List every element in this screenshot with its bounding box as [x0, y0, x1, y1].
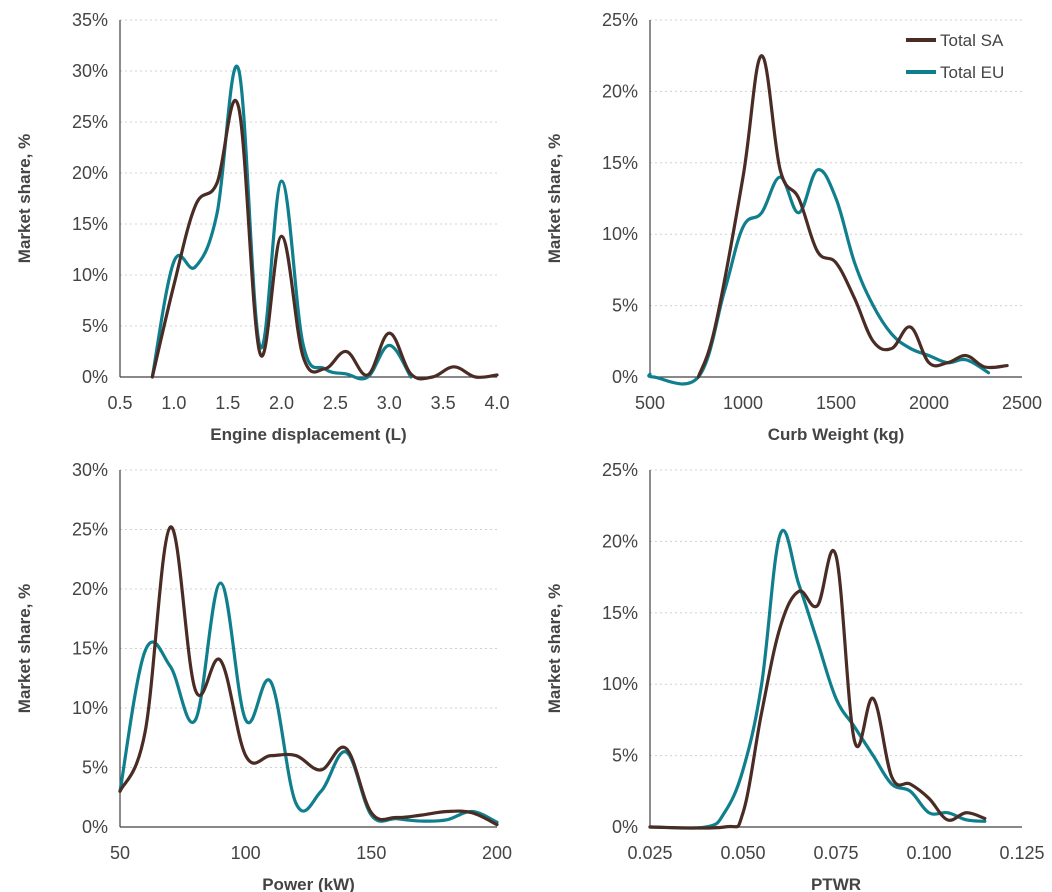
y-tick-label: 20% [72, 579, 108, 599]
y-tick-label: 25% [602, 10, 638, 30]
y-tick-label: 5% [612, 746, 638, 766]
x-tick-label: 2.0 [269, 393, 294, 413]
x-tick-label: 1500 [816, 393, 856, 413]
y-axis-title: Market share, % [545, 584, 564, 713]
series-line-eu [647, 168, 991, 386]
series-line-sa [696, 54, 1009, 379]
x-axis-title: Curb Weight (kg) [768, 425, 905, 444]
x-tick-label: 1.0 [161, 393, 186, 413]
x-tick-label: 2500 [1002, 393, 1042, 413]
x-tick-label: 2000 [909, 393, 949, 413]
y-tick-label: 5% [82, 316, 108, 336]
y-tick-label: 25% [602, 460, 638, 480]
series-line-sa [150, 98, 499, 381]
y-tick-label: 5% [82, 758, 108, 778]
y-axis-title: Market share, % [15, 134, 34, 263]
y-axis-title: Market share, % [15, 584, 34, 713]
y-tick-label: 20% [602, 531, 638, 551]
y-tick-label: 5% [612, 296, 638, 316]
series-line-sa [118, 525, 499, 827]
legend-label-eu: Total EU [940, 63, 1004, 82]
y-tick-label: 0% [82, 817, 108, 837]
y-tick-label: 10% [72, 265, 108, 285]
x-axis-title: Power (kW) [262, 875, 355, 892]
y-tick-label: 0% [82, 367, 108, 387]
x-axis-title: Engine displacement (L) [210, 425, 406, 444]
x-tick-label: 1000 [723, 393, 763, 413]
y-tick-label: 30% [72, 61, 108, 81]
x-tick-label: 1.5 [215, 393, 240, 413]
x-tick-label: 2.5 [323, 393, 348, 413]
x-tick-label: 0.050 [720, 843, 765, 863]
x-tick-label: 50 [110, 843, 130, 863]
x-tick-label: 0.100 [906, 843, 951, 863]
y-tick-label: 15% [602, 153, 638, 173]
y-tick-label: 20% [72, 163, 108, 183]
x-tick-label: 3.0 [377, 393, 402, 413]
y-tick-label: 25% [72, 112, 108, 132]
y-tick-label: 10% [602, 224, 638, 244]
x-tick-label: 100 [231, 843, 261, 863]
y-tick-label: 20% [602, 81, 638, 101]
y-tick-label: 35% [72, 10, 108, 30]
x-tick-label: 0.5 [107, 393, 132, 413]
legend-label-sa: Total SA [940, 31, 1004, 50]
y-tick-label: 15% [602, 603, 638, 623]
x-tick-label: 0.125 [999, 843, 1044, 863]
y-axis-title: Market share, % [545, 134, 564, 263]
x-tick-label: 500 [635, 393, 665, 413]
x-tick-label: 150 [356, 843, 386, 863]
series-line-eu [150, 64, 413, 381]
x-axis-title: PTWR [811, 875, 861, 892]
x-tick-label: 0.025 [627, 843, 672, 863]
legend: Total SA Total EU [906, 31, 1004, 82]
series-line-eu [648, 529, 987, 830]
y-tick-label: 25% [72, 520, 108, 540]
x-tick-label: 0.075 [813, 843, 858, 863]
chart-panel-2: 0% 5% 10% 15% 20% 25% 500 1000 1500 2000 2500 Curb … [545, 10, 1042, 444]
chart-panel-4: 0% 5% 10% 15% 20% 25% 0.025 0.050 0.075 0.100 0.12… [545, 460, 1045, 892]
y-tick-label: 15% [72, 214, 108, 234]
x-tick-label: 200 [482, 843, 512, 863]
y-tick-label: 15% [72, 639, 108, 659]
series-line-sa [648, 548, 987, 830]
x-tick-label: 4.0 [484, 393, 509, 413]
y-tick-label: 0% [612, 817, 638, 837]
chart-panel-3: 0% 5% 10% 15% 20% 25% 30% 50 100 150 200 Power (kW)… [15, 460, 512, 892]
y-tick-label: 10% [72, 698, 108, 718]
x-tick-label: 3.5 [431, 393, 456, 413]
chart-panel-1: 0% 5% 10% 15% 20% 25% 30% 35% 0.5 1.0 1.5 2.0 2.5 3.0… [15, 10, 510, 444]
y-tick-label: 30% [72, 460, 108, 480]
series-line-eu [118, 581, 499, 824]
y-tick-label: 10% [602, 674, 638, 694]
y-tick-label: 0% [612, 367, 638, 387]
